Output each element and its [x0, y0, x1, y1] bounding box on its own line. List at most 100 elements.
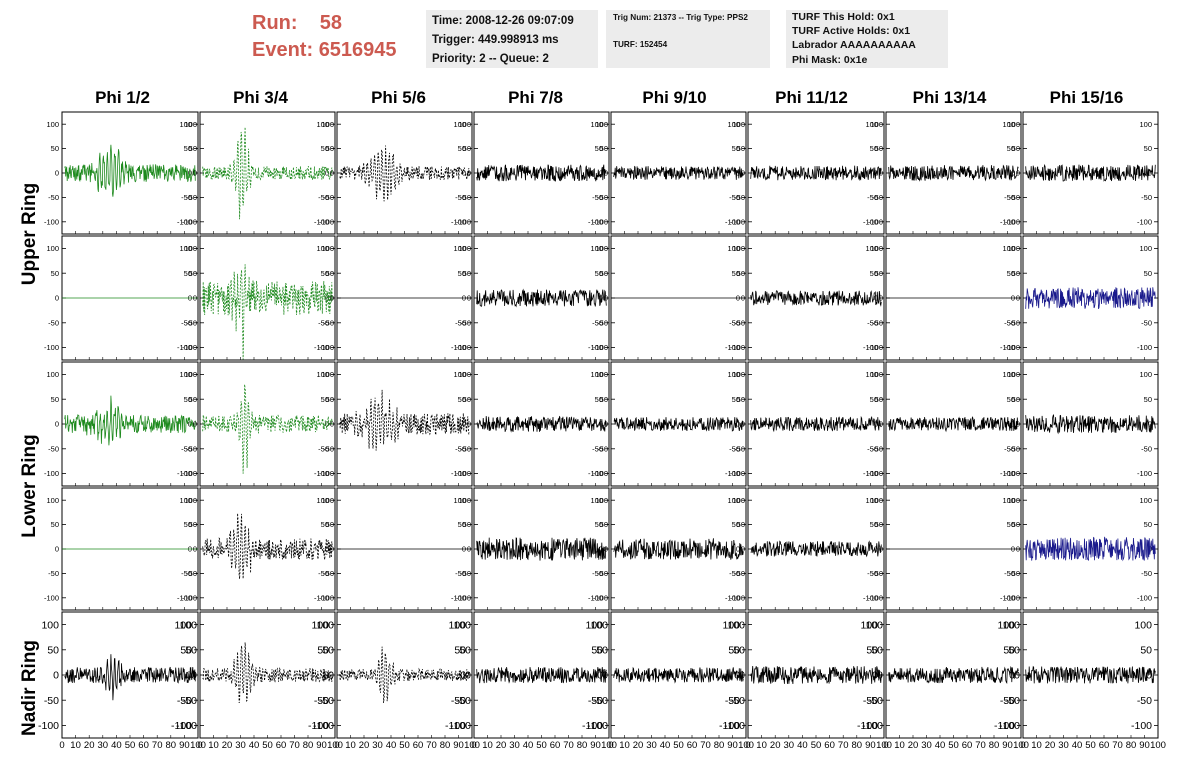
- waveform-trace: [613, 416, 744, 432]
- y-tick-label: 0: [191, 670, 197, 682]
- y-tick-label: -50: [597, 444, 608, 453]
- y-tick-label: 0: [323, 670, 329, 682]
- x-tick-label: 20: [908, 740, 919, 751]
- y-tick-label: -50: [182, 695, 197, 707]
- y-tick-label: -100: [588, 469, 603, 478]
- y-tick-label: -100: [1005, 469, 1020, 478]
- y-tick-label: -100: [177, 217, 192, 226]
- priority-queue-text: Priority: 2 -- Queue: 2: [432, 53, 549, 65]
- y-tick-label: 100: [448, 619, 466, 631]
- y-tick-label: 100: [585, 619, 603, 631]
- panel-frame: [199, 361, 336, 487]
- y-tick-label: 50: [871, 644, 883, 656]
- y-tick-label: -100: [730, 593, 745, 602]
- phi-header-6: Phi 11/12: [775, 88, 848, 107]
- y-tick-label: 50: [463, 520, 471, 529]
- y-tick-label: -50: [867, 318, 878, 327]
- trigger-text: Trigger: 449.998913 ms: [432, 34, 559, 46]
- y-tick-label: -50: [592, 193, 603, 202]
- y-tick-label: 50: [737, 269, 745, 278]
- x-tick-label: 10: [482, 740, 493, 751]
- y-tick-label: -50: [186, 569, 197, 578]
- x-tick-label: 40: [249, 740, 260, 751]
- y-tick-label: -50: [1004, 569, 1015, 578]
- y-tick-label: -100: [44, 469, 59, 478]
- y-tick-label: -50: [734, 444, 745, 453]
- y-tick-label: 50: [184, 520, 192, 529]
- waveform-trace: [1025, 287, 1156, 310]
- x-tick-label: 30: [235, 740, 246, 751]
- y-tick-label: 100: [321, 370, 334, 379]
- x-tick-label: 50: [1085, 740, 1096, 751]
- y-tick-label: -50: [455, 193, 466, 202]
- y-tick-label: -50: [460, 193, 471, 202]
- y-tick-label: 50: [870, 395, 878, 404]
- y-tick-label: 50: [1012, 144, 1020, 153]
- y-tick-label: -50: [597, 193, 608, 202]
- y-tick-label: -50: [460, 569, 471, 578]
- y-tick-label: 50: [732, 520, 740, 529]
- waveform-trace: [1025, 536, 1156, 562]
- y-tick-label: -50: [863, 695, 878, 707]
- y-tick-label: -50: [597, 318, 608, 327]
- y-tick-label: 50: [600, 520, 608, 529]
- y-tick-label: -50: [872, 569, 883, 578]
- x-tick-label: 10: [208, 740, 219, 751]
- y-tick-label: -50: [323, 318, 334, 327]
- y-tick-label: -100: [314, 343, 329, 352]
- y-tick-label: 100: [732, 120, 745, 129]
- y-tick-label: 100: [1007, 370, 1020, 379]
- phi-header-2: Phi 3/4: [233, 88, 288, 107]
- y-tick-label: 50: [600, 144, 608, 153]
- y-tick-label: 50: [1008, 644, 1020, 656]
- y-tick-label: 0: [602, 670, 608, 682]
- y-tick-label: -50: [588, 695, 603, 707]
- y-tick-label: -50: [1141, 318, 1152, 327]
- y-tick-label: 100: [179, 619, 197, 631]
- x-tick-label: 40: [935, 740, 946, 751]
- y-tick-label: 100: [453, 244, 466, 253]
- y-tick-label: -100: [319, 593, 334, 602]
- y-tick-label: 0: [193, 294, 197, 303]
- y-tick-label: 50: [1003, 644, 1015, 656]
- y-tick-label: -50: [48, 569, 59, 578]
- y-tick-label: -100: [182, 217, 197, 226]
- y-tick-label: 100: [184, 496, 197, 505]
- y-tick-label: -50: [181, 193, 192, 202]
- y-tick-label: -100: [44, 217, 59, 226]
- y-tick-label: -50: [323, 444, 334, 453]
- x-tick-label: 80: [166, 740, 177, 751]
- y-tick-label: 0: [741, 169, 745, 178]
- y-tick-label: -50: [729, 318, 740, 327]
- y-tick-label: -50: [1137, 695, 1152, 707]
- y-tick-label: -100: [588, 217, 603, 226]
- y-tick-label: 100: [727, 120, 740, 129]
- waveform-trace: [64, 654, 196, 701]
- y-tick-label: -100: [182, 469, 197, 478]
- y-tick-label: -50: [1004, 318, 1015, 327]
- waveform-trace: [1025, 665, 1156, 684]
- y-tick-label: -100: [868, 217, 883, 226]
- y-tick-label: -100: [313, 720, 334, 732]
- y-tick-label: -50: [323, 569, 334, 578]
- waveform-trace: [750, 290, 882, 307]
- x-tick-label: 90: [727, 740, 738, 751]
- y-tick-label: 100: [1002, 619, 1020, 631]
- y-tick-label: -100: [593, 593, 608, 602]
- y-tick-label: 0: [330, 294, 334, 303]
- time-text: Time: 2008-12-26 09:07:09: [432, 15, 574, 27]
- x-tick-label: 30: [98, 740, 109, 751]
- x-tick-label: 80: [852, 740, 863, 751]
- y-tick-label: 50: [1007, 520, 1015, 529]
- y-tick-label: -50: [44, 695, 59, 707]
- y-tick-label: 100: [458, 496, 471, 505]
- y-tick-label: -100: [319, 343, 334, 352]
- y-tick-label: -50: [181, 318, 192, 327]
- x-tick-label: 20: [770, 740, 781, 751]
